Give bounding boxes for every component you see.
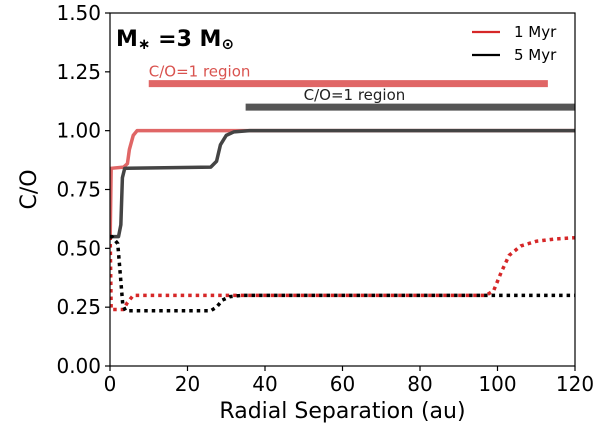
series-line-1-solid — [110, 128, 575, 237]
x-tick-label: 120 — [556, 372, 594, 396]
plot-area — [110, 80, 575, 313]
x-tick-label: 80 — [407, 372, 432, 396]
y-tick-label: 0.50 — [56, 236, 101, 260]
stellar-mass-annotation: M∗ =3 M⊙ — [116, 27, 234, 53]
y-tick-label: 0.75 — [56, 178, 101, 202]
x-tick-label: 40 — [252, 372, 277, 396]
y-tick-label: 1.25 — [56, 60, 101, 84]
legend-label-1: 1 Myr — [514, 23, 557, 41]
y-tick-label: 1.00 — [56, 119, 101, 143]
legend-label-2: 5 Myr — [514, 46, 557, 64]
y-tick-label: 1.50 — [56, 1, 101, 25]
sun-symbol: ⊙ — [221, 35, 234, 53]
legend: 1 Myr 5 Myr — [472, 23, 557, 64]
y-axis-label: C/O — [17, 169, 42, 209]
y-tick-label: 0.25 — [56, 295, 101, 319]
x-tick-label: 60 — [330, 372, 355, 396]
x-tick-label: 100 — [478, 372, 516, 396]
mass-symbol: M — [116, 27, 138, 52]
series-line-4-dotted — [110, 234, 575, 313]
x-tick-label: 0 — [104, 372, 117, 396]
x-tick-label: 20 — [175, 372, 200, 396]
region-label-2: C/O=1 region — [304, 86, 406, 104]
mass-subscript: ∗ — [138, 35, 151, 53]
plot-content: C/O=1 region C/O=1 region — [110, 63, 575, 313]
axes: 0 20 40 60 80 100 120 0.00 0.25 0.50 0.75 1.00 1.25 1… — [56, 1, 594, 396]
region-label-1: C/O=1 region — [149, 63, 251, 81]
mass-equals: =3 M — [150, 27, 221, 52]
y-tick-label: 0.00 — [56, 354, 101, 378]
series-line-2-solid — [110, 128, 575, 239]
x-axis-label: Radial Separation (au) — [219, 399, 465, 424]
series-line-3-dotted — [110, 235, 575, 312]
